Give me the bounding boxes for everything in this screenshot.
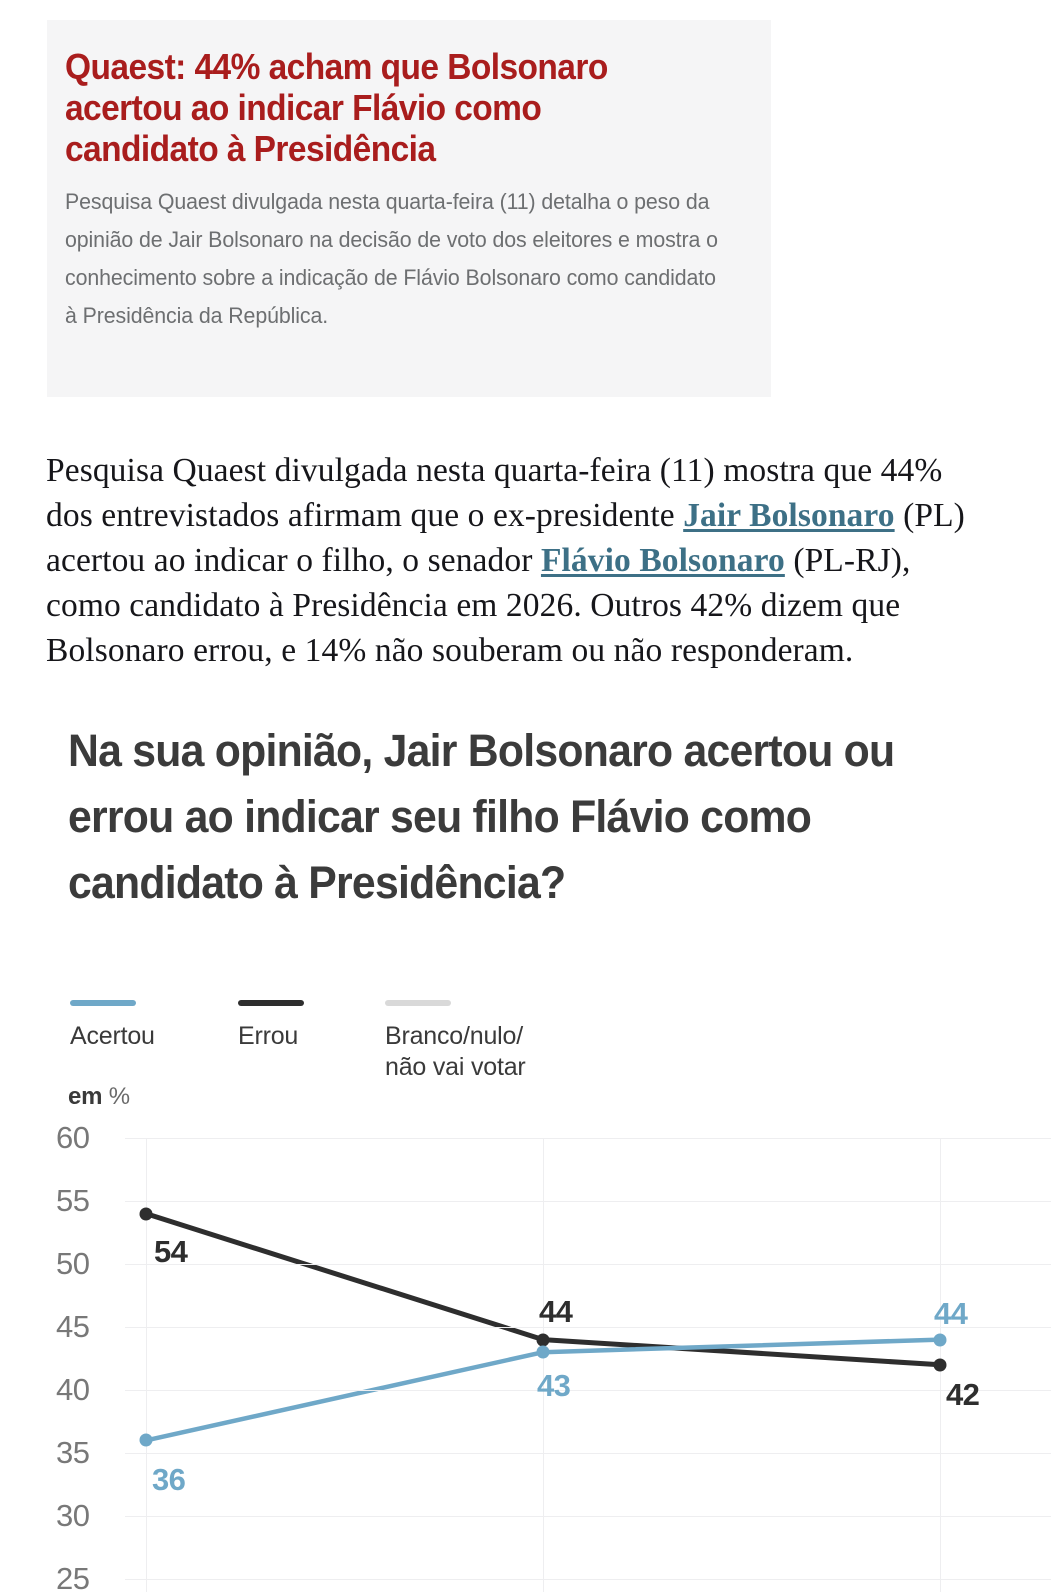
gridline-horizontal bbox=[125, 1579, 1051, 1580]
y-axis-tick: 45 bbox=[56, 1309, 90, 1344]
card-headline: Quaest: 44% acham que Bolsonaro acertou … bbox=[65, 46, 608, 169]
legend-label-errou: Errou bbox=[238, 1022, 299, 1050]
legend-swatch-acertou bbox=[70, 1000, 136, 1006]
gridline-vertical bbox=[146, 1138, 147, 1592]
y-axis-tick: 55 bbox=[56, 1183, 90, 1218]
legend-item-acertou: Acertou bbox=[70, 1000, 155, 1052]
legend-label-branco-nulo: Branco/nulo/não vai votar bbox=[385, 1022, 526, 1081]
legend-swatch-errou bbox=[238, 1000, 304, 1006]
y-axis-tick: 25 bbox=[56, 1561, 90, 1592]
data-point bbox=[536, 1345, 550, 1359]
y-axis-tick: 30 bbox=[56, 1498, 90, 1533]
gridline-horizontal bbox=[125, 1516, 1051, 1517]
gridline-horizontal bbox=[125, 1390, 1051, 1391]
legend-item-branco-nulo: Branco/nulo/não vai votar bbox=[385, 1000, 526, 1083]
article-text-1: Pesquisa Quaest divulgada nesta quarta-f… bbox=[46, 451, 943, 534]
legend-swatch-branco-nulo bbox=[385, 1000, 451, 1006]
data-label: 43 bbox=[537, 1368, 571, 1404]
data-label: 44 bbox=[934, 1295, 968, 1331]
article-text-3: (PL-RJ), como candidato à Presidência em… bbox=[46, 541, 911, 669]
y-axis-tick: 50 bbox=[56, 1246, 90, 1281]
data-point bbox=[139, 1207, 153, 1221]
gridline-horizontal bbox=[125, 1453, 1051, 1454]
chart-legend: Acertou Errou Branco/nulo/não vai votar bbox=[68, 1000, 968, 1090]
axis-unit-bold: em bbox=[68, 1083, 103, 1110]
legend-label-acertou: Acertou bbox=[70, 1022, 155, 1050]
data-label: 42 bbox=[946, 1376, 980, 1412]
y-axis-tick: 35 bbox=[56, 1435, 90, 1470]
gridline-horizontal bbox=[125, 1264, 1051, 1265]
y-axis-tick: 40 bbox=[56, 1372, 90, 1407]
gridline-horizontal bbox=[125, 1201, 1051, 1202]
data-label: 54 bbox=[154, 1233, 188, 1269]
link-flavio-bolsonaro[interactable]: Flávio Bolsonaro bbox=[540, 541, 785, 579]
infographic: Na sua opinião, Jair Bolsonaro acertou o… bbox=[0, 700, 1051, 1592]
link-jair-bolsonaro[interactable]: Jair Bolsonaro bbox=[683, 496, 895, 534]
article-text-2: (PL) acertou ao indicar o filho, o senad… bbox=[46, 496, 965, 579]
axis-unit-rest: % bbox=[102, 1083, 130, 1110]
headline-card: Quaest: 44% acham que Bolsonaro acertou … bbox=[47, 20, 771, 397]
data-label: 44 bbox=[539, 1293, 573, 1329]
chart-plot-area: 60 55 50 45 40 35 30 25 54 44 42 36 43 44 bbox=[0, 1120, 1051, 1592]
data-point bbox=[933, 1333, 947, 1347]
data-label: 36 bbox=[152, 1462, 186, 1498]
infographic-title: Na sua opinião, Jair Bolsonaro acertou o… bbox=[68, 725, 895, 908]
legend-item-errou: Errou bbox=[238, 1000, 304, 1052]
gridline-horizontal bbox=[125, 1138, 1051, 1139]
y-axis-tick: 60 bbox=[56, 1120, 90, 1155]
data-point bbox=[139, 1433, 153, 1447]
chart-lines bbox=[143, 1211, 943, 1443]
data-point bbox=[536, 1333, 550, 1347]
gridline-vertical bbox=[543, 1138, 544, 1592]
data-point bbox=[933, 1358, 947, 1372]
axis-unit-label: em % bbox=[68, 1083, 130, 1111]
article-paragraph: Pesquisa Quaest divulgada nesta quarta-f… bbox=[46, 448, 986, 673]
gridline-horizontal bbox=[125, 1327, 1051, 1328]
card-subtitle: Pesquisa Quaest divulgada nesta quarta-f… bbox=[65, 189, 718, 328]
